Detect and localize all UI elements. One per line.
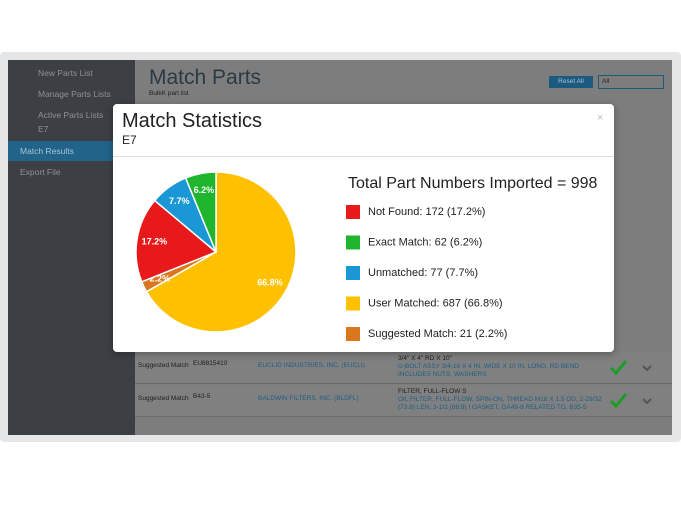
- table-cell: U-BOLT ASSY 3/4-16 X 4 IN. WIDE X 10 IN.…: [398, 363, 579, 378]
- chevron-icon[interactable]: [642, 365, 652, 372]
- nav-item[interactable]: Active Parts Lists: [38, 110, 104, 120]
- legend-swatch: [346, 327, 360, 341]
- table-cell: EUCLID INDUSTRIES, INC. (EUCLI): [258, 362, 365, 369]
- legend-swatch: [346, 296, 360, 311]
- legend-swatch: [346, 235, 360, 250]
- nav-item[interactable]: New Parts List: [38, 68, 93, 78]
- table-row: [135, 352, 672, 384]
- legend-label: User Matched: 687 (66.8%): [368, 297, 503, 309]
- slice-label: 17.2%: [142, 237, 168, 247]
- nav-item[interactable]: Match Results: [20, 146, 74, 156]
- filter-select[interactable]: All: [598, 75, 664, 89]
- pie-slice: [145, 171, 297, 333]
- table-row: [135, 385, 672, 417]
- nav-item[interactable]: Manage Parts Lists: [38, 89, 111, 99]
- table-cell: EU8815410: [193, 360, 228, 367]
- chart-title: Total Part Numbers Imported = 998: [348, 175, 598, 192]
- slice-label: 66.8%: [257, 278, 283, 288]
- slice-label: 7.7%: [169, 196, 190, 206]
- row-actions[interactable]: [606, 385, 666, 416]
- slice-label: 2.2%: [150, 274, 171, 284]
- table-cell: FILTER, FULL-FLOW S: [398, 388, 467, 395]
- legend-label: Exact Match: 62 (6.2%): [368, 236, 482, 248]
- nav-item[interactable]: Export File: [20, 167, 61, 177]
- modal-title: Match Statistics: [122, 110, 263, 132]
- check-icon: [609, 360, 628, 376]
- table-cell: BALDWIN FILTERS, INC. (BLDFL): [258, 395, 359, 402]
- close-button[interactable]: ×: [597, 112, 604, 124]
- nav-active: [8, 141, 135, 161]
- divider: [113, 156, 614, 157]
- modal-subtitle: E7: [122, 133, 137, 147]
- legend-label: Suggested Match: 21 (2.2%): [368, 328, 507, 340]
- modal: Match Statistics E7 × Total Part Numbers…: [113, 104, 614, 352]
- legend-label: Unmatched: 77 (7.7%): [368, 267, 478, 279]
- table-cell: Suggested Match: [138, 395, 189, 402]
- row-actions[interactable]: [606, 352, 666, 383]
- slice-label: 6.2%: [194, 185, 215, 195]
- page-title: Match Parts: [149, 66, 262, 89]
- pie-slice: [135, 199, 218, 283]
- table-cell: OIL FILTER, FULL-FLOW, SPIN-ON, THREAD M…: [398, 396, 602, 411]
- legend-swatch: [346, 266, 360, 280]
- check-icon: [609, 393, 628, 409]
- legend-swatch: [346, 205, 360, 219]
- chevron-icon[interactable]: [642, 398, 652, 405]
- chart: Total Part Numbers Imported = 998 66.8% 2…: [135, 171, 598, 341]
- table-cell: 3/4" X 4" RD X 10": [398, 355, 452, 362]
- page-subtitle: BulkK part list: [149, 90, 189, 97]
- legend-label: Not Found: 172 (17.2%): [368, 206, 485, 218]
- table-cell: Suggested Match: [138, 362, 189, 369]
- pie-slice: [184, 171, 217, 253]
- table-cell: B43-5: [193, 393, 211, 400]
- nav-subitem[interactable]: E7: [38, 124, 49, 134]
- reset-button[interactable]: Reset All: [549, 76, 593, 88]
